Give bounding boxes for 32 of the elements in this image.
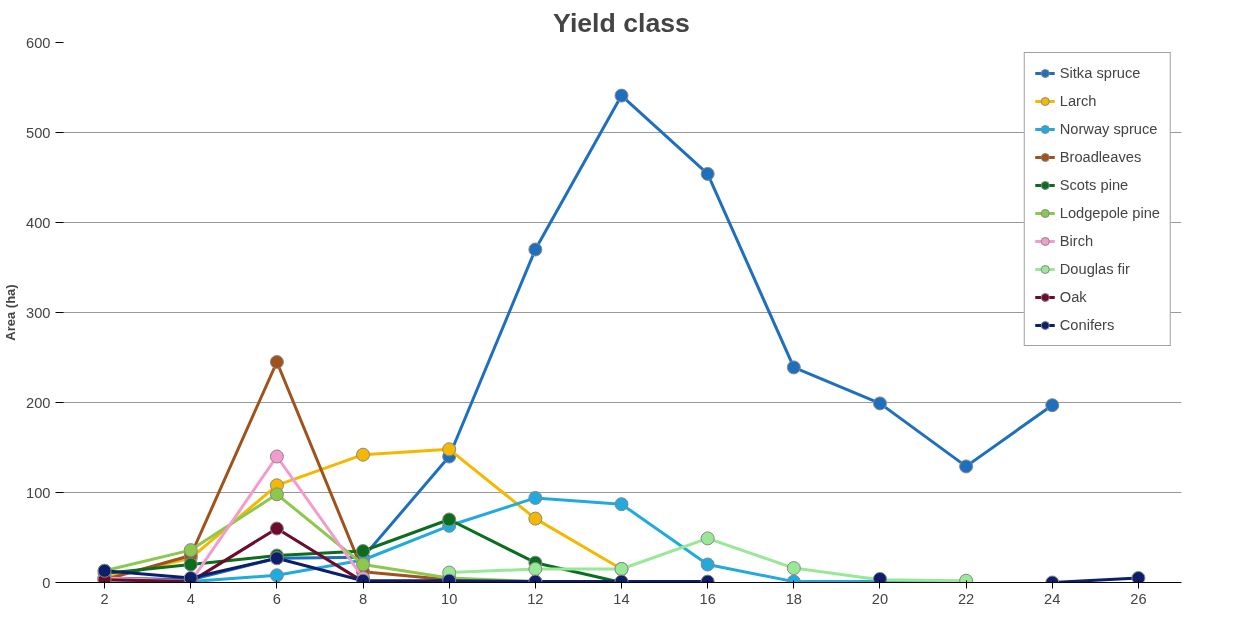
y-tick-label: 600 [26,34,51,51]
y-axis-title: Area (ha) [3,284,19,341]
legend-label: Scots pine [1059,177,1129,193]
x-tick-label: 16 [699,590,716,607]
x-tick-label: 12 [527,590,544,607]
y-tick-label: 300 [26,304,51,321]
x-tick-label: 6 [272,590,281,607]
x-tick-label: 22 [957,590,975,607]
chart-title: Yield class [553,7,690,38]
x-tick-label: 14 [613,590,630,607]
legend-label: Sitka spruce [1059,65,1141,81]
x-tick-label: 2 [100,590,109,607]
x-tick-label: 26 [1130,590,1147,607]
legend-label: Douglas fir [1059,261,1130,277]
legend-label: Birch [1059,233,1094,249]
x-tick-label: 8 [358,590,368,607]
x-tick-label: 18 [785,590,802,607]
legend-label: Oak [1059,289,1087,305]
legend-label: Broadleaves [1059,149,1142,165]
legend-label: Norway spruce [1059,121,1158,137]
x-tick-label: 10 [441,590,458,607]
y-tick-label: 500 [26,124,51,141]
legend-label: Conifers [1059,317,1115,333]
legend-label: Larch [1059,93,1097,109]
x-tick-label: 4 [186,590,195,607]
y-tick-label: 400 [26,214,51,231]
y-tick-label: 100 [26,484,51,501]
x-tick-label: 24 [1044,590,1061,607]
y-tick-label: 0 [42,574,51,591]
y-tick-label: 200 [26,394,51,411]
x-tick-label: 20 [871,590,889,607]
legend-label: Lodgepole pine [1059,205,1160,221]
